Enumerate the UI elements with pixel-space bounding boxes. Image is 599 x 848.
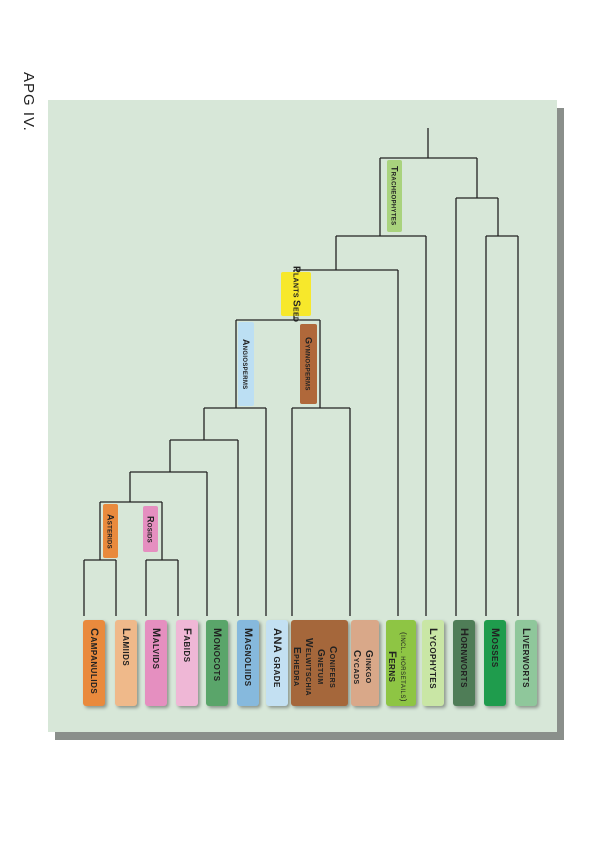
clade-label-angiosperms: Angiosperms [238,322,254,406]
clade-label-seed-plants: Seed Plants [281,266,311,322]
leaf-monocots: Monocots [206,620,228,706]
seed-plants-line-2: Plants [290,265,302,298]
leaf-fabids: Fabids [176,620,198,706]
leaf-line-incl-horsetails: (incl. horsetails) [399,631,408,702]
page-title: APG IV. [20,72,37,132]
leaf-liverworts: Liverworts [515,620,537,706]
leaf-malvids: Malvids [145,620,167,706]
seed-plants-line-1: Seed [290,299,302,323]
leaf-ferns: Ferns (incl. horsetails) [386,620,416,706]
leaf-hornworts: Hornworts [453,620,475,706]
leaf-line-ferns: Ferns [386,651,398,683]
leaf-line-welwitschia: Welwitschia [303,637,314,697]
leaf-ana-grade: ANA grade [266,620,288,706]
clade-label-gymnosperms: Gymnosperms [300,324,317,404]
leaf-line-ephedra: Ephedra [291,647,302,687]
leaf-mosses: Mosses [484,620,506,706]
leaf-gnetophytes-conifers: Ephedra Welwitschia Gnetum Conifers [291,620,348,706]
clade-label-tracheophytes: Tracheophytes [387,160,402,232]
leaf-campanulids: Campanulids [83,620,105,706]
leaf-lycophytes: Lycophytes [422,620,444,706]
leaf-cycads-ginkgo: Cycads Ginkgo [351,620,379,706]
leaf-magnoliids: Magnoliids [237,620,259,706]
clade-label-rosids: Rosids [143,506,158,552]
leaf-line-conifers: Conifers [327,645,338,689]
leaf-lamiids: Lamiids [115,620,137,706]
leaf-line-gnetum: Gnetum [315,649,326,685]
leaf-line-ginkgo: Ginkgo [363,650,374,684]
clade-label-asterids: Asterids [103,504,118,558]
leaf-line-cycads: Cycads [351,649,362,685]
